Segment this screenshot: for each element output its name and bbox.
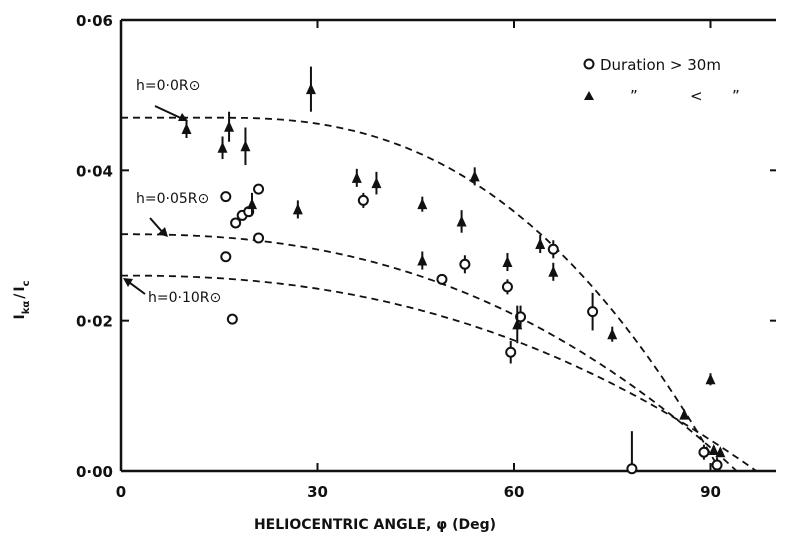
data-point-triangle [705,373,716,385]
legend-open-circle-marker [583,58,595,70]
data-point-circle [436,273,448,285]
curve-label-h010: h=0·10R⊙ [148,290,221,306]
data-point-triangle [181,122,192,134]
curve-label-h005-arrowhead [158,227,168,237]
model-curve-0 [121,116,722,472]
data-point-triangle [351,171,362,183]
data-point-triangle [708,443,719,455]
curve-label-h010-arrowhead [123,278,133,287]
legend: Duration > 30m ” < ” [583,56,740,105]
data-point-triangle [512,318,523,330]
legend-entry-duration-long: Duration > 30m [600,56,721,74]
data-point-circle [547,243,559,255]
legend-less-than: < [690,87,703,105]
y-axis-title: Ikα/Ic [12,280,32,319]
y-tick-label: 0·04 [76,162,113,180]
data-point-triangle [217,141,228,153]
data-point-circle [253,232,265,244]
data-point-circle [711,459,723,471]
data-point-circle [626,463,638,475]
y-tick-label: 0·06 [76,12,113,30]
x-tick-label: 90 [700,483,721,501]
data-point-circle [587,306,599,318]
model-curve-1 [121,233,738,472]
y-tick-label: 0·02 [76,313,113,331]
data-point-circle [698,446,710,458]
data-point-triangle [417,198,428,210]
x-tick-label: 0 [116,483,126,501]
data-point-triangle [292,203,303,215]
data-point-circle [357,194,369,206]
data-point-circle [505,346,517,358]
data-point-circle [459,258,471,270]
data-point-circle [220,191,232,203]
data-point-triangle [247,198,257,210]
legend-ditto-mark-1: ” [630,87,638,105]
y-tick-label: 0·00 [76,463,113,481]
data-point-triangle [679,408,690,420]
data-point-circle [501,281,513,293]
x-axis-title: HELIOCENTRIC ANGLE, φ (Deg) [254,517,496,533]
data-point-circle [230,217,242,229]
curve-label-h0: h=0·0R⊙ [136,78,200,94]
x-tick-label: 60 [504,483,525,501]
curve-labels: h=0·0R⊙ h=0·05R⊙ h=0·10R⊙ [123,78,221,306]
data-point-triangle [469,170,480,182]
legend-ditto-mark-2: ” [732,87,740,105]
data-point-circle [220,251,232,263]
data-point-triangle [535,237,546,249]
data-point-triangle [607,328,618,340]
x-tick-label: 30 [307,483,328,501]
data-point-triangle [548,265,559,277]
data-point-triangle [305,83,316,95]
axis-ticks: 0 30 60 90 0·00 0·02 0·04 0·06 [76,12,776,501]
data-point-triangle [224,120,235,132]
data-point-triangle [502,256,513,268]
data-point-triangle [715,446,726,458]
model-curves [121,116,757,472]
data-point-circle [253,183,265,195]
data-point-circle [226,313,238,325]
data-points [181,66,726,475]
data-point-circle [515,311,527,323]
data-point-triangle [456,215,467,227]
curve-label-h0-arrowhead [178,113,188,121]
data-point-triangle [417,254,428,266]
data-point-triangle [240,140,251,152]
curve-label-h005: h=0·05R⊙ [136,191,209,207]
plot-frame [119,18,776,473]
data-point-triangle [371,177,382,189]
legend-filled-triangle-marker [584,91,594,100]
